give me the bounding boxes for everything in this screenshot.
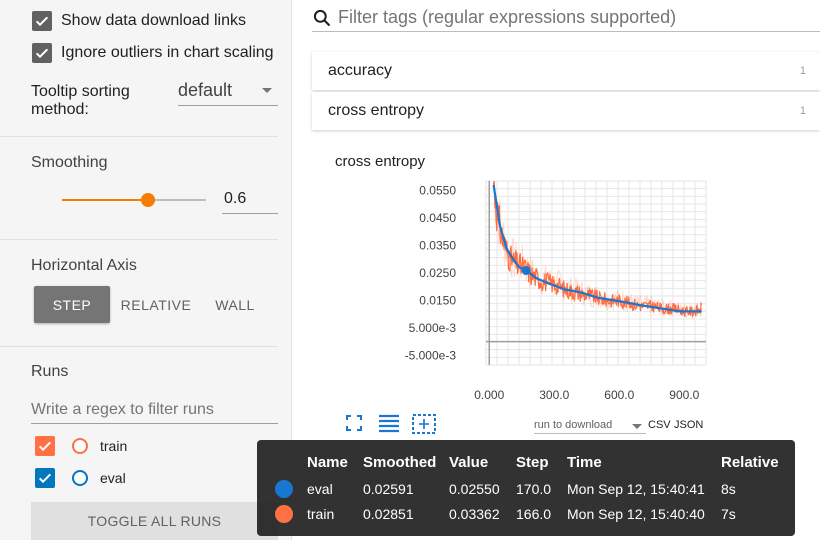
tooltip-train-color-dot xyxy=(275,505,293,523)
run-eval-color-circle[interactable] xyxy=(72,470,88,486)
chart-title: cross entropy xyxy=(335,153,426,170)
tooltip-train-time: Mon Sep 12, 15:40:40 xyxy=(567,506,705,522)
smoothing-value-input[interactable]: 0.6 xyxy=(222,188,278,214)
tooltip-header-time: Time xyxy=(567,454,602,471)
axis-wall-button[interactable]: WALL xyxy=(215,296,255,313)
tooltip-train-smoothed: 0.02851 xyxy=(363,506,414,522)
run-item-eval[interactable]: eval xyxy=(35,468,126,488)
smoothing-slider-track[interactable] xyxy=(62,199,206,201)
x-tick-label: 300.0 xyxy=(539,388,569,402)
tooltip-train-step: 166.0 xyxy=(516,506,552,522)
tag-row-accuracy[interactable]: accuracy 1 xyxy=(312,52,820,90)
sidebar: Show data download links Ignore outliers… xyxy=(0,0,292,540)
check-icon xyxy=(38,441,52,452)
tooltip-train-name: train xyxy=(307,506,335,522)
smoothing-slider-knob[interactable] xyxy=(141,193,156,207)
eval-series-line xyxy=(492,184,702,313)
tooltip-sorting-select[interactable]: default xyxy=(178,80,278,106)
tooltip-header-value: Value xyxy=(449,454,489,471)
tooltip-eval-relative: 8s xyxy=(721,481,736,497)
axis-relative-button[interactable]: RELATIVE xyxy=(120,296,192,313)
x-tick-label: 600.0 xyxy=(604,388,634,402)
run-download-select[interactable]: run to download xyxy=(534,419,646,434)
list-lines-icon[interactable] xyxy=(377,413,401,433)
run-eval-checkbox[interactable] xyxy=(35,468,55,488)
tooltip-eval-name: eval xyxy=(307,481,333,497)
tag-row-cross-entropy[interactable]: cross entropy 1 xyxy=(312,92,820,130)
horizontal-axis-title: Horizontal Axis xyxy=(31,257,137,274)
smoothing-title: Smoothing xyxy=(31,154,108,171)
tooltip-sorting-value: default xyxy=(178,80,233,100)
y-tick-label: 5.000e-3 xyxy=(409,321,457,335)
download-csv-link[interactable]: CSV xyxy=(648,419,671,431)
show-download-links-checkbox[interactable] xyxy=(32,11,52,31)
y-tick-label: 0.0250 xyxy=(419,266,456,280)
runs-filter-input[interactable]: Write a regex to filter runs xyxy=(31,398,278,424)
x-tick-label: 0.000 xyxy=(474,388,504,402)
axis-step-button[interactable]: STEP xyxy=(34,286,110,323)
run-eval-label: eval xyxy=(100,470,126,486)
check-icon xyxy=(38,473,52,484)
show-download-links-option[interactable]: Show data download links xyxy=(32,11,246,31)
tag-filter-input[interactable]: Filter tags (regular expressions support… xyxy=(338,7,677,27)
tag-filter-bar[interactable]: Filter tags (regular expressions support… xyxy=(312,4,820,32)
runs-title: Runs xyxy=(31,363,69,380)
tooltip-header-name: Name xyxy=(307,454,348,471)
download-json-link[interactable]: JSON xyxy=(674,419,704,431)
tooltip-eval-value: 0.02550 xyxy=(449,481,500,497)
cross-entropy-chart[interactable]: 0.0550 0.0450 0.0350 0.0250 0.0150 5.000e-3 -5… xyxy=(312,133,820,473)
tooltip-header-smoothed: Smoothed xyxy=(363,454,437,471)
run-train-label: train xyxy=(100,438,128,454)
chevron-down-icon xyxy=(632,424,642,429)
run-item-train[interactable]: train xyxy=(35,436,127,456)
tooltip-header-step: Step xyxy=(516,454,549,471)
search-icon xyxy=(313,9,331,26)
ignore-outliers-option[interactable]: Ignore outliers in chart scaling xyxy=(32,43,274,63)
smoothing-slider-fill xyxy=(62,199,149,201)
tag-count: 1 xyxy=(799,65,806,77)
y-tick-label: 0.0450 xyxy=(419,211,456,225)
tooltip-train-relative: 7s xyxy=(721,506,736,522)
show-download-links-label: Show data download links xyxy=(61,12,247,29)
y-tick-label: 0.0150 xyxy=(419,293,456,307)
check-icon xyxy=(35,48,49,59)
y-tick-label: 0.0350 xyxy=(419,239,456,253)
tooltip-eval-time: Mon Sep 12, 15:40:41 xyxy=(567,481,705,497)
run-download-placeholder: run to download xyxy=(534,419,613,431)
tooltip-train-value: 0.03362 xyxy=(449,506,500,522)
check-icon xyxy=(35,16,49,27)
x-tick-label: 900.0 xyxy=(669,388,699,402)
y-tick-label: 0.0550 xyxy=(419,184,456,198)
section-divider xyxy=(0,346,278,347)
tooltip-sorting-label: Tooltip sorting method: xyxy=(31,83,130,118)
run-train-checkbox[interactable] xyxy=(35,436,55,456)
tooltip-eval-step: 170.0 xyxy=(516,481,552,497)
section-divider xyxy=(0,239,278,240)
tooltip-eval-color-dot xyxy=(275,480,293,498)
tag-name: cross entropy xyxy=(328,102,425,119)
tooltip-eval-smoothed: 0.02591 xyxy=(363,481,414,497)
toggle-all-runs-button[interactable]: TOGGLE ALL RUNS xyxy=(31,502,278,540)
tag-count: 1 xyxy=(799,105,806,117)
tooltip-header-relative: Relative xyxy=(721,454,779,471)
fit-domain-icon[interactable] xyxy=(411,413,437,435)
run-train-color-circle[interactable] xyxy=(72,438,88,454)
highlighted-point xyxy=(521,266,531,276)
tag-name: accuracy xyxy=(328,62,393,79)
y-tick-label: -5.000e-3 xyxy=(405,348,457,362)
chevron-down-icon xyxy=(262,88,272,93)
ignore-outliers-checkbox[interactable] xyxy=(32,43,52,63)
chart-tooltip: Name Smoothed Value Step Time Relative e… xyxy=(257,440,795,536)
section-divider xyxy=(0,136,278,137)
fullscreen-icon[interactable] xyxy=(344,413,364,433)
ignore-outliers-label: Ignore outliers in chart scaling xyxy=(61,44,274,61)
